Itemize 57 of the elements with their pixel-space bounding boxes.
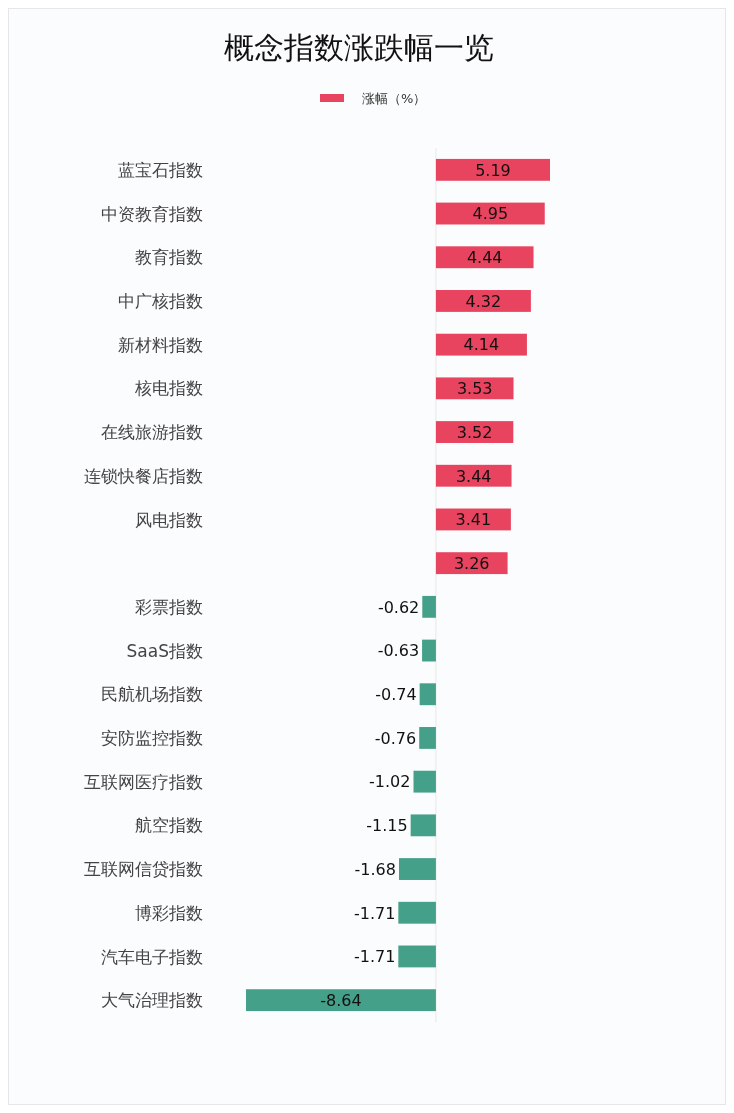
bar [435,377,514,400]
bar [398,945,436,968]
data-label: -0.63 [377,641,420,661]
y-tick-label: 核电指数 [134,378,203,399]
data-label: 4.44 [466,248,503,268]
y-tick-label: 互联网信贷指数 [84,859,203,880]
data-label: 3.44 [455,466,492,486]
data-label: 4.95 [472,204,509,224]
y-tick-label: 中广核指数 [118,291,203,312]
y-tick-label: 蓝宝石指数 [118,159,203,180]
y-tick-label: 连锁快餐店指数 [84,465,203,486]
chart-title: 概念指数涨跌幅一览 [224,30,494,65]
bar [435,158,550,181]
data-label: -0.62 [377,597,420,617]
bar [435,290,531,312]
bar [435,246,534,269]
legend-label: 涨幅（%） [362,90,427,106]
y-tick-label: 安防监控指数 [101,728,203,749]
bar [419,727,436,749]
y-tick-label: 风电指数 [135,509,203,530]
y-tick-label: 大气治理指数 [101,990,203,1011]
data-label: -0.76 [374,728,417,748]
data-label: 4.14 [463,335,500,355]
data-label: -8.64 [320,990,362,1010]
bar [246,989,436,1012]
data-label: 3.52 [456,422,493,442]
bar [410,814,436,837]
data-label: -1.02 [369,772,411,792]
data-label: 5.19 [475,160,511,180]
bar [413,770,436,793]
bar [419,683,436,706]
data-label: 3.53 [456,379,493,399]
bar [398,858,436,880]
y-tick-label: 民航机场指数 [101,684,203,705]
y-tick-label: 彩票指数 [135,596,203,617]
y-tick-label: 博彩指数 [135,902,203,923]
bar [435,333,527,356]
y-tick-label: SaaS指数 [126,640,203,661]
data-label: 3.26 [453,553,490,573]
y-tick-label: 新材料指数 [118,334,203,355]
y-tick-label: 教育指数 [135,247,203,268]
data-label: -1.68 [354,859,396,879]
data-label: 4.32 [465,291,502,311]
bar [422,639,436,662]
data-label: -1.71 [353,947,396,967]
data-label: -1.15 [366,816,408,836]
y-tick-label: 中资教育指数 [101,203,203,224]
data-label: -1.71 [353,903,396,923]
bar [435,464,512,487]
y-tick-label: 在线旅游指数 [101,422,203,443]
y-tick-label: 互联网医疗指数 [84,771,203,792]
y-tick-label: 航空指数 [135,815,203,836]
y-tick-label: 汽车电子指数 [101,946,203,967]
data-label: 3.41 [455,510,492,530]
bar [398,901,436,924]
bar [422,595,436,618]
data-label: -0.74 [375,685,417,705]
